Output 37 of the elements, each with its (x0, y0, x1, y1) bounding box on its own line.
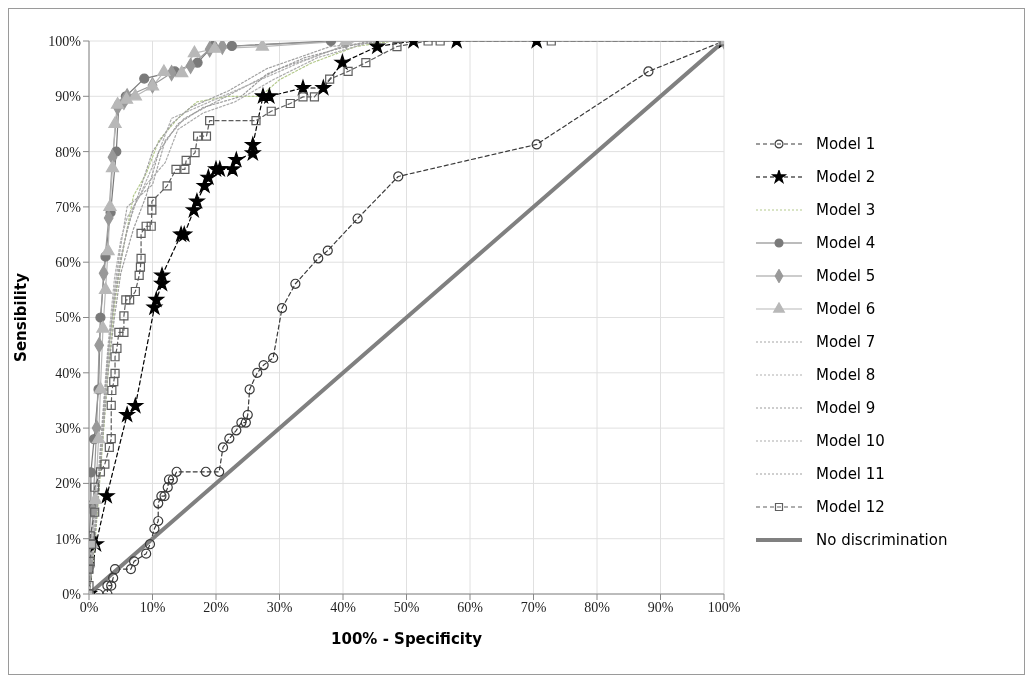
y-tick-label: 30% (55, 421, 82, 437)
legend-label: Model 6 (816, 299, 876, 318)
y-tick-label: 80% (55, 144, 82, 160)
x-tick-label: 30% (266, 599, 293, 615)
y-tick-label: 60% (55, 255, 82, 271)
legend-label: Model 10 (816, 431, 885, 450)
y-tick-label: 100% (48, 33, 82, 49)
legend-label: Model 11 (816, 464, 885, 483)
x-tick-label: 40% (330, 599, 357, 615)
x-axis-title: 100% - Specificity (331, 630, 483, 648)
x-tick-label: 20% (203, 599, 230, 615)
legend-label: Model 9 (816, 398, 876, 417)
legend-label: Model 5 (816, 266, 876, 285)
legend-label: Model 2 (816, 167, 876, 186)
x-tick-label: 80% (584, 599, 611, 615)
legend-label: No discrimination (816, 530, 948, 549)
x-tick-label: 100% (707, 599, 741, 615)
legend-label: Model 4 (816, 233, 876, 252)
legend-label: Model 7 (816, 332, 876, 351)
x-tick-label: 70% (520, 599, 547, 615)
y-tick-label: 0% (62, 586, 82, 602)
x-tick-label: 90% (647, 599, 674, 615)
y-tick-label: 50% (55, 310, 82, 326)
x-tick-label: 50% (393, 599, 420, 615)
y-tick-label: 10% (55, 531, 82, 547)
legend-label: Model 3 (816, 200, 876, 219)
y-tick-label: 40% (55, 365, 82, 381)
legend-label: Model 12 (816, 497, 885, 516)
y-tick-label: 90% (55, 89, 82, 105)
x-tick-label: 10% (139, 599, 166, 615)
legend-label: Model 8 (816, 365, 876, 384)
legend-label: Model 1 (816, 134, 876, 153)
y-tick-label: 70% (55, 199, 82, 215)
y-tick-label: 20% (55, 476, 82, 492)
x-tick-label: 0% (79, 599, 99, 615)
x-tick-label: 60% (457, 599, 484, 615)
y-axis-title: Sensibility (12, 272, 31, 362)
